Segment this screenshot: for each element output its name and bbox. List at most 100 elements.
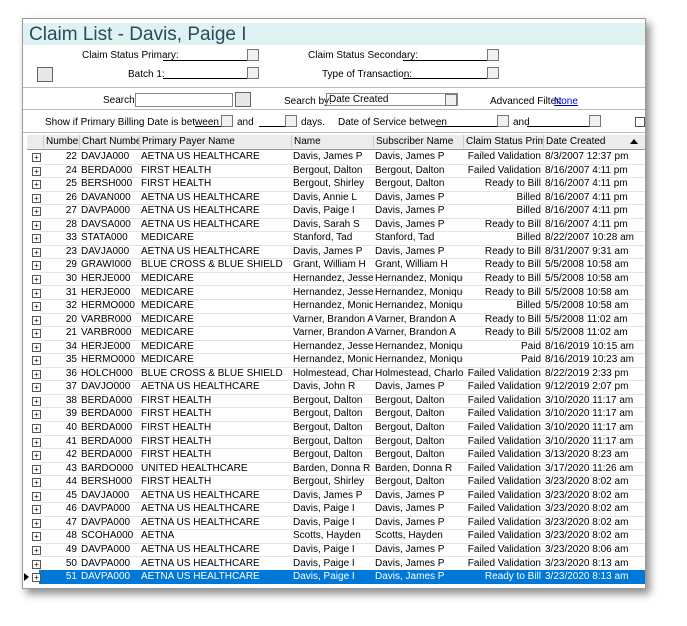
label: Claim Status Secondary:	[308, 50, 419, 61]
expand-button[interactable]: +	[32, 464, 41, 474]
button[interactable]	[37, 67, 53, 82]
dropdown[interactable]	[435, 115, 509, 127]
row[interactable]	[39, 489, 645, 504]
column-header[interactable]: Name	[291, 135, 373, 148]
cell: 3/17/2020 11:26 am	[545, 462, 634, 474]
cell: 27	[65, 205, 77, 217]
title-bar	[23, 23, 645, 45]
expand-button[interactable]: +	[32, 532, 41, 542]
dropdown[interactable]	[403, 67, 499, 79]
dropdown[interactable]	[403, 49, 499, 61]
row[interactable]	[39, 177, 645, 192]
row[interactable]	[39, 150, 645, 165]
cell: Hernandez, Monique C	[375, 340, 463, 352]
row[interactable]	[39, 164, 645, 179]
window-title: Claim List - Davis, Paige I	[29, 24, 247, 45]
checkbox[interactable]	[635, 117, 645, 127]
row[interactable]	[39, 529, 645, 544]
cell: Bergout, Dalton	[375, 164, 445, 176]
row[interactable]	[39, 258, 645, 273]
row[interactable]	[39, 313, 645, 328]
cell: Bergout, Dalton	[293, 435, 363, 447]
expand-button[interactable]: +	[32, 383, 41, 393]
expand-button[interactable]: +	[32, 180, 41, 190]
cell: 8/16/2007 4:11 pm	[545, 164, 628, 176]
expand-button[interactable]: +	[32, 261, 41, 271]
expand-button[interactable]: +	[32, 274, 41, 284]
row[interactable]	[39, 435, 645, 450]
expand-button[interactable]: +	[32, 356, 41, 366]
link[interactable]: None	[554, 96, 578, 107]
cell: BERDA000	[81, 394, 133, 406]
row[interactable]	[39, 407, 645, 422]
field[interactable]	[163, 67, 259, 79]
row[interactable]	[39, 231, 645, 246]
expand-button[interactable]: +	[32, 220, 41, 230]
expand-button[interactable]: +	[32, 288, 41, 298]
column-header[interactable]: Primary Payer Name	[139, 135, 291, 148]
column-header[interactable]: Claim Status Primary	[463, 135, 543, 148]
row[interactable]	[39, 516, 645, 531]
row[interactable]	[39, 286, 645, 301]
cell: Scotts, Hayden	[375, 530, 443, 542]
column-header[interactable]: Date Created	[543, 135, 643, 148]
row[interactable]	[39, 299, 645, 314]
column-header[interactable]: Chart Number	[79, 135, 139, 148]
row[interactable]	[39, 191, 645, 206]
button[interactable]	[235, 92, 251, 107]
expand-button[interactable]: +	[32, 424, 41, 433]
cell: 3/10/2020 11:17 am	[545, 435, 634, 447]
cell: 29	[65, 259, 77, 271]
cell: FIRST HEALTH	[141, 476, 212, 488]
expand-button[interactable]: +	[32, 329, 41, 339]
row[interactable]	[39, 367, 645, 382]
expand-button[interactable]: +	[32, 207, 41, 217]
row[interactable]	[39, 448, 645, 463]
expand-button[interactable]: +	[32, 559, 41, 569]
expand-button[interactable]: +	[32, 369, 41, 379]
expand-button[interactable]: +	[32, 247, 41, 257]
expand-button[interactable]: +	[32, 573, 41, 583]
search-field[interactable]	[135, 93, 233, 107]
row[interactable]	[39, 204, 645, 219]
expand-button[interactable]: +	[32, 437, 41, 447]
expand-button[interactable]: +	[32, 315, 41, 325]
row[interactable]	[39, 272, 645, 287]
expand-button[interactable]: +	[32, 166, 41, 176]
dropdown[interactable]	[527, 115, 601, 127]
expand-button[interactable]: +	[32, 153, 41, 162]
row[interactable]	[39, 326, 645, 341]
cell: Hernandez, Monique	[293, 300, 373, 312]
row[interactable]	[39, 543, 645, 558]
row[interactable]	[39, 394, 645, 409]
expand-button[interactable]: +	[32, 234, 41, 244]
expand-button[interactable]: +	[32, 545, 41, 555]
column-header[interactable]: Number	[43, 135, 79, 148]
expand-button[interactable]: +	[32, 396, 41, 406]
expand-button[interactable]: +	[32, 302, 41, 312]
expand-button[interactable]: +	[32, 451, 41, 461]
expand-button[interactable]: +	[32, 410, 41, 420]
row[interactable]	[39, 475, 645, 490]
row[interactable]	[39, 462, 645, 477]
expand-button[interactable]: +	[32, 518, 41, 528]
dropdown[interactable]	[163, 49, 259, 61]
column-header[interactable]: Subscriber Name	[373, 135, 463, 148]
expand-button[interactable]: +	[32, 478, 41, 488]
row[interactable]	[39, 502, 645, 517]
dropdown[interactable]	[326, 93, 458, 106]
expand-button[interactable]: +	[32, 491, 41, 501]
row[interactable]	[39, 245, 645, 260]
expand-button[interactable]: +	[32, 342, 41, 352]
field[interactable]	[195, 115, 233, 127]
row[interactable]	[39, 340, 645, 355]
expand-button[interactable]: +	[32, 193, 41, 203]
expand-button[interactable]: +	[32, 505, 41, 515]
row[interactable]	[39, 218, 645, 233]
cell: Failed Validation	[467, 394, 541, 406]
field[interactable]	[259, 115, 297, 127]
row[interactable]	[39, 380, 645, 395]
row[interactable]	[39, 421, 645, 436]
row[interactable]	[39, 353, 645, 368]
selected-row[interactable]	[39, 570, 645, 584]
